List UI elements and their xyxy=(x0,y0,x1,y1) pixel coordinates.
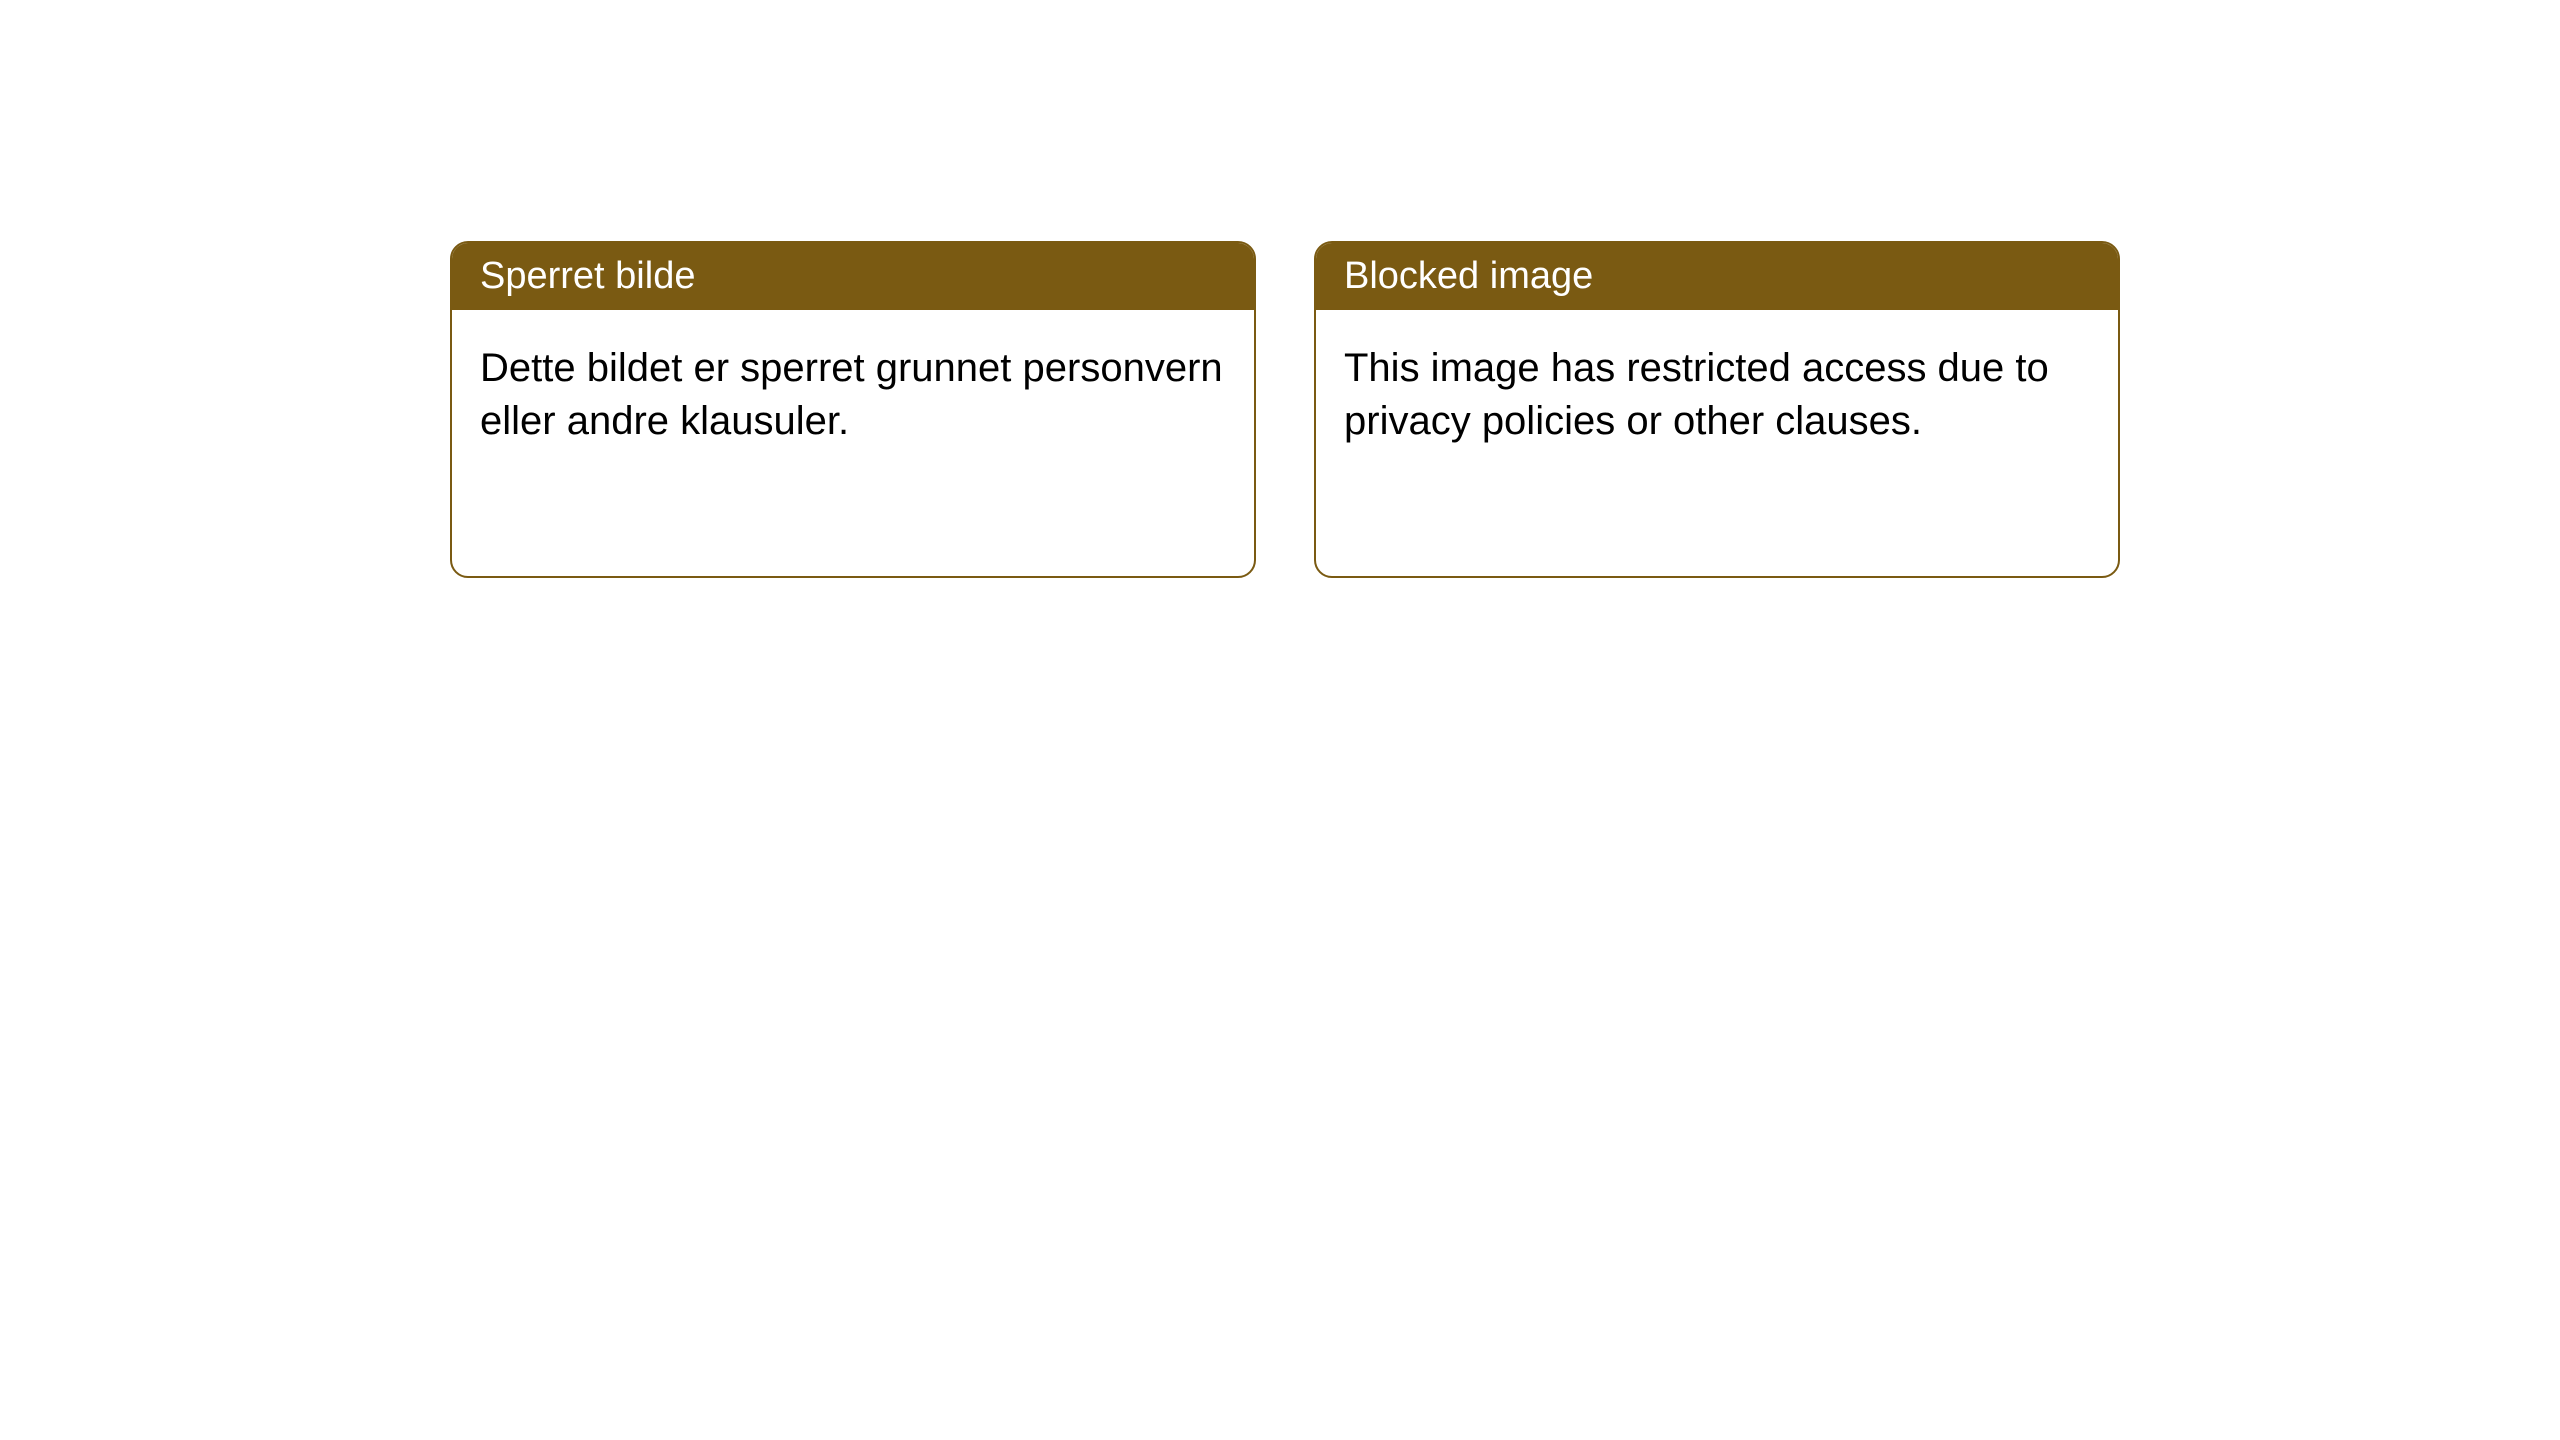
cards-container: Sperret bilde Dette bildet er sperret gr… xyxy=(450,241,2120,578)
card-norwegian: Sperret bilde Dette bildet er sperret gr… xyxy=(450,241,1256,578)
card-title: Blocked image xyxy=(1344,255,1593,297)
card-body: Dette bildet er sperret grunnet personve… xyxy=(452,310,1254,480)
card-header: Sperret bilde xyxy=(452,243,1254,310)
card-body: This image has restricted access due to … xyxy=(1316,310,2118,480)
card-body-text: This image has restricted access due to … xyxy=(1344,346,2049,443)
card-body-text: Dette bildet er sperret grunnet personve… xyxy=(480,346,1223,443)
card-header: Blocked image xyxy=(1316,243,2118,310)
card-title: Sperret bilde xyxy=(480,255,695,297)
card-english: Blocked image This image has restricted … xyxy=(1314,241,2120,578)
